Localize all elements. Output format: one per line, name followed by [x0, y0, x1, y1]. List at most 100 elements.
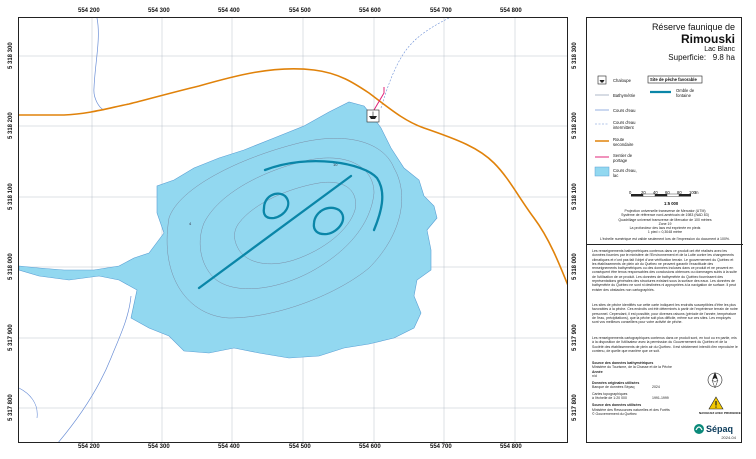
sepaq-logo: Sépaq — [706, 424, 734, 434]
title-block: Réserve faunique de Rimouski Lac Blanc S… — [589, 22, 735, 62]
x-tick-bottom: 554 800 — [500, 444, 522, 450]
intermittent-stream — [380, 18, 450, 109]
legend-road-2: secondaire — [613, 142, 634, 147]
x-tick-top: 554 400 — [218, 8, 240, 14]
scale-unit: m — [695, 190, 699, 195]
scale-tick-label: 100 — [689, 190, 696, 195]
x-tick-top: 554 800 — [500, 8, 522, 14]
disclaimer-bathy: Les renseignements bathymétriques conten… — [592, 249, 737, 292]
x-tick-bottom: 554 500 — [289, 444, 311, 450]
orig-row2-label: Cartes topographiques — [592, 391, 628, 396]
scale-note: L'échelle numérique est valide seulement… — [600, 236, 730, 241]
legend-lake-2: lac — [613, 173, 619, 178]
other-source-2: © Gouvernement du Québec — [592, 411, 637, 416]
legend-omble-1: Omble de — [676, 88, 695, 93]
proj-line-2: Système de référence nord-américain de 1… — [621, 213, 709, 218]
legend-omble-2: fontaine — [676, 93, 691, 98]
map-date: 2024-04 — [721, 435, 736, 440]
contour-label-4: 4 — [189, 221, 192, 226]
other-source-1: Ministère des Ressources naturelles et d… — [592, 407, 670, 412]
map-canvas[interactable]: 10 4 6 — [18, 17, 568, 443]
warning-text: NAVIGUEZ AVEC PRUDENCE — [699, 411, 741, 415]
legend-stream-label: Cours d'eau — [613, 108, 636, 113]
legend-portage-1: Sentier de — [613, 153, 633, 158]
scale-bar — [631, 193, 691, 197]
reserve-title: Rimouski — [680, 32, 735, 46]
scale-ratio: 1:5 000 — [664, 201, 679, 206]
area-line: Superficie: 9.8 ha — [589, 53, 735, 62]
legend-omble-label: Omble de fontaine — [676, 88, 694, 98]
legend-bathy-label: Bathymétrie — [613, 93, 636, 98]
legend-portage-2: portage — [613, 158, 628, 163]
x-tick-top: 554 700 — [430, 8, 452, 14]
y-tick-right: 5 318 000 — [572, 253, 578, 280]
lake-polygon — [19, 101, 438, 359]
scale-tick-label: 40 — [653, 190, 658, 195]
contour-label-10: 10 — [333, 162, 338, 167]
y-tick-right: 5 318 300 — [572, 42, 578, 69]
x-tick-top: 554 300 — [148, 8, 170, 14]
projection-block: Projection universelle transverse de Mer… — [595, 209, 735, 241]
legend-boat-label: Chaloupe — [613, 78, 631, 83]
portage-trail — [373, 87, 385, 111]
divider-1 — [587, 244, 743, 245]
y-tick-right: 5 317 800 — [572, 394, 578, 421]
scale-tick-label: 60 — [665, 190, 670, 195]
orig-data-title: Données originales utilisées — [592, 381, 640, 386]
y-tick-left: 5 318 200 — [8, 112, 14, 139]
x-tick-top: 554 500 — [289, 8, 311, 14]
scale-tick-label: 0 — [629, 190, 632, 195]
orig-row1: Banque de données Sépaq 2024 — [592, 385, 692, 389]
map-svg: 10 4 6 — [19, 18, 567, 442]
streams — [19, 18, 132, 442]
orig-row1-year: 2024 — [652, 385, 660, 390]
sources-block: Source des données bathymétriques Minist… — [592, 361, 692, 416]
x-tick-bottom: 554 400 — [218, 444, 240, 450]
x-tick-bottom: 554 600 — [359, 444, 381, 450]
area-label: Superficie: — [668, 53, 707, 62]
y-tick-left: 5 318 300 — [8, 42, 14, 69]
y-tick-right: 5 317 900 — [572, 324, 578, 351]
legend-road-label: Route secondaire — [613, 137, 634, 147]
warning-icon — [708, 396, 724, 410]
legend-intstream-label: Cours d'eau intermittent — [613, 120, 635, 130]
legend-site-title: Site de pêche favorable — [650, 77, 697, 82]
y-tick-left: 5 317 900 — [8, 324, 14, 351]
x-tick-bottom: 554 300 — [148, 444, 170, 450]
legend-intstream-2: intermittent — [613, 125, 634, 130]
proj-line-6: 1 pied = 0,3048 mètre — [647, 230, 683, 235]
utm-grid — [19, 18, 567, 442]
other-source-title: Source des données utilisées — [592, 403, 642, 408]
y-tick-left: 5 318 100 — [8, 183, 14, 210]
orig-row2: Cartes topographiques à l'échelle de 1:20… — [592, 392, 692, 401]
legend-lake-1: Cours d'eau, — [613, 168, 637, 173]
lake-name: Lac Blanc — [704, 46, 735, 53]
scale-tick-label: 80 — [677, 190, 682, 195]
y-tick-right: 5 318 100 — [572, 183, 578, 210]
y-tick-right: 5 318 200 — [572, 112, 578, 139]
x-tick-top: 554 600 — [359, 8, 381, 14]
secondary-road — [19, 67, 567, 286]
bathy-source-title: Source des données bathymétriques — [592, 361, 654, 365]
orig-row2-label2: à l'échelle de 1:20 000 — [592, 396, 627, 401]
x-tick-top: 554 200 — [78, 8, 100, 14]
boat-icon[interactable] — [366, 109, 380, 123]
proj-line-4: Zone 19 — [658, 221, 672, 226]
title-line1: Réserve faunique de — [651, 22, 735, 32]
scale-tick-label: 20 — [641, 190, 646, 195]
legend-intstream-1: Cours d'eau — [613, 120, 636, 125]
disclaimer-copyright: Les renseignements cartographiques conte… — [592, 336, 738, 353]
x-tick-bottom: 554 200 — [78, 444, 100, 450]
y-tick-left: 5 318 000 — [8, 253, 14, 280]
legend-portage-label: Sentier de portage — [613, 153, 632, 163]
proj-line-3: Quadrillage universel transverse de Merc… — [618, 217, 712, 222]
legend-lake-label: Cours d'eau, lac — [613, 168, 637, 178]
proj-line-1: Projection universelle transverse de Mer… — [624, 209, 706, 213]
legend-symbols — [594, 75, 703, 177]
fishing-sites — [197, 160, 384, 290]
bathy-source-1: Ministère du Tourisme, de la Chasse et d… — [592, 365, 672, 370]
orig-row2-year: 1991-1999 — [652, 396, 669, 401]
x-tick-bottom: 554 700 — [430, 444, 452, 450]
orig-row1-label: Banque de données Sépaq — [592, 385, 635, 390]
